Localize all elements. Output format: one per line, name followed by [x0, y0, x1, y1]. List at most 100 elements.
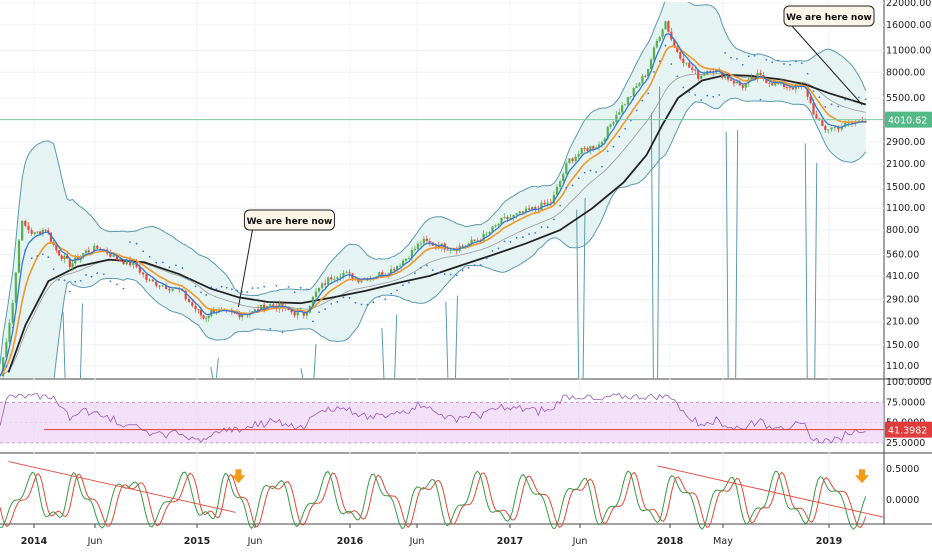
- candle: [667, 21, 670, 32]
- sar-dot: [712, 95, 715, 98]
- candle: [574, 156, 577, 161]
- candle: [629, 96, 632, 98]
- sar-dot: [293, 291, 296, 294]
- candle: [184, 291, 187, 300]
- sar-dot: [85, 274, 87, 276]
- sar-dot: [789, 63, 791, 66]
- candle: [317, 287, 321, 292]
- candle: [615, 114, 618, 123]
- sar-dot: [546, 226, 549, 228]
- sar-dot: [194, 285, 197, 288]
- candle: [824, 125, 827, 130]
- candle: [395, 265, 399, 271]
- sar-dot: [263, 285, 266, 288]
- sar-dot: [5, 365, 8, 368]
- candle: [685, 62, 688, 64]
- candle: [612, 122, 615, 125]
- candle: [753, 76, 756, 79]
- candle: [638, 83, 641, 86]
- sar-dot: [509, 241, 512, 243]
- candle: [595, 147, 598, 149]
- sar-dot: [629, 119, 632, 122]
- candle: [36, 231, 39, 233]
- candle: [253, 309, 257, 312]
- arrow-down-icon: [855, 469, 869, 484]
- sar-dot: [324, 308, 327, 310]
- y-tick-label: 5500.00: [886, 93, 925, 104]
- sar-dot: [431, 269, 434, 271]
- candle: [791, 87, 794, 90]
- sar-dot: [414, 272, 416, 275]
- candle: [440, 243, 443, 249]
- candle: [84, 250, 88, 254]
- candle: [700, 75, 703, 79]
- y-tick-label: 22000.00: [886, 0, 931, 9]
- candle: [597, 144, 601, 148]
- bollinger-lower: [53, 97, 867, 378]
- candle: [621, 105, 624, 113]
- sar-dot: [485, 257, 488, 260]
- sar-dot: [730, 56, 732, 59]
- rsi-tick-label: 100.0000: [886, 377, 931, 388]
- candle: [844, 122, 847, 127]
- candle: [833, 126, 837, 128]
- sar-dot: [589, 169, 592, 172]
- x-tick-label: 2015: [184, 536, 210, 547]
- sar-dot: [305, 288, 308, 291]
- candle: [837, 126, 840, 130]
- sar-dot: [783, 63, 785, 65]
- sar-dot: [30, 257, 33, 260]
- x-tick-label: Jun: [409, 536, 425, 547]
- sar-dot: [759, 98, 762, 101]
- candle: [148, 279, 151, 281]
- candle: [99, 248, 102, 250]
- bollinger-fill: [0, 2, 866, 378]
- sar-dot: [287, 286, 290, 288]
- candle: [531, 207, 534, 210]
- sar-dot: [682, 86, 685, 89]
- candle: [568, 158, 571, 164]
- sar-dot: [251, 287, 254, 290]
- sar-dot: [491, 250, 494, 252]
- x-tick-label: 2016: [337, 536, 364, 547]
- sar-dot: [559, 204, 562, 207]
- sma-mid: [0, 73, 866, 377]
- candle: [339, 276, 342, 278]
- candle: [565, 163, 568, 174]
- sar-dot: [122, 287, 125, 290]
- y-tick-label: 1100.00: [886, 203, 925, 214]
- sar-dot: [641, 99, 644, 102]
- candle: [721, 70, 724, 78]
- candle: [164, 285, 168, 290]
- osc-trendline: [657, 465, 885, 518]
- candle: [202, 315, 205, 319]
- candle: [673, 39, 676, 47]
- sar-dot: [618, 135, 621, 138]
- sar-dot: [174, 264, 177, 267]
- sar-dot: [230, 288, 233, 291]
- candle: [404, 258, 408, 261]
- candle: [407, 258, 411, 260]
- candle: [609, 124, 612, 127]
- sar-dot: [188, 278, 190, 281]
- candle: [661, 29, 664, 37]
- candle: [122, 261, 125, 265]
- candle: [41, 229, 44, 235]
- candle: [336, 277, 339, 280]
- sar-dot: [161, 261, 164, 264]
- candle: [840, 126, 843, 130]
- sar-dot: [68, 290, 71, 293]
- candle: [485, 233, 488, 235]
- candle: [168, 289, 171, 291]
- candle: [512, 215, 515, 218]
- candle: [785, 87, 789, 88]
- candle: [187, 299, 191, 303]
- sar-dot: [109, 280, 112, 283]
- sar-dot: [74, 281, 77, 283]
- sar-dot: [521, 236, 524, 239]
- sar-dot: [497, 247, 500, 250]
- candle: [479, 240, 482, 241]
- candle: [82, 253, 85, 257]
- candle: [87, 250, 90, 253]
